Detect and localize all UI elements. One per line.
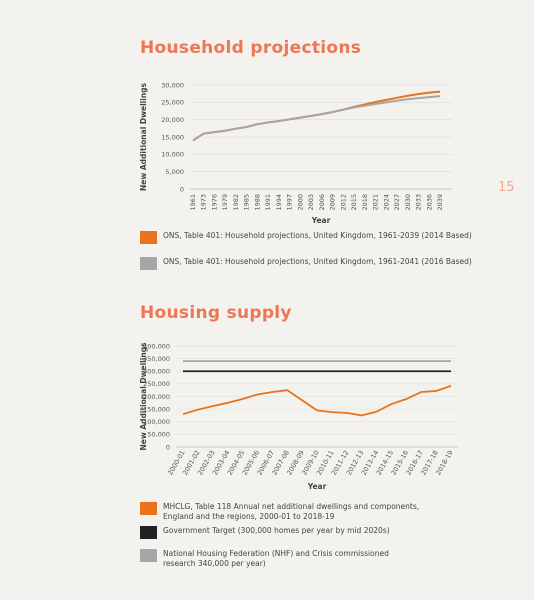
legend-swatch [140, 549, 157, 562]
legend-item: Government Target (300,000 homes per yea… [140, 526, 423, 539]
legend-swatch [140, 526, 157, 539]
x-tick-label: 2024 [382, 194, 390, 211]
x-tick-label: 2030 [404, 194, 412, 211]
legend-item: MHCLG, Table 118 Annual net additional d… [140, 502, 423, 522]
y-tick-label: 30,000 [161, 81, 184, 89]
x-tick-label: 1991 [264, 194, 272, 211]
section-title: Household projections [140, 38, 362, 58]
x-tick-label: 2021 [372, 194, 380, 211]
x-tick-label: 1982 [232, 194, 240, 211]
page-number: 15 [498, 180, 515, 195]
x-tick-label: 2003 [307, 194, 315, 211]
x-tick-label: 2006 [318, 194, 326, 211]
x-tick-label: 2015 [350, 194, 358, 211]
y-tick-label: 350,000 [143, 355, 170, 363]
x-tick-label: 1961 [189, 194, 197, 211]
legend-label: MHCLG, Table 118 Annual net additional d… [163, 502, 420, 522]
x-tick-label: 2018 [361, 194, 369, 211]
y-tick-label: 20,000 [161, 116, 184, 124]
x-tick-label: 2039 [436, 194, 444, 211]
y-axis-title: New Additional Dwellings [139, 342, 148, 451]
x-tick-label: 1973 [200, 194, 208, 211]
legend-label: ONS, Table 401: Household projections, U… [163, 231, 472, 240]
legend-item: ONS, Table 401: Household projections, U… [140, 257, 503, 270]
x-tick-label: 2033 [415, 194, 423, 211]
y-tick-label: 0 [180, 185, 184, 193]
x-tick-label: 1979 [221, 194, 229, 211]
y-tick-label: 400,000 [143, 342, 170, 350]
y-tick-label: 25,000 [161, 99, 184, 107]
legend-item: National Housing Federation (NHF) and Cr… [140, 549, 423, 569]
legend-label: Government Target (300,000 homes per yea… [163, 526, 390, 535]
legend-swatch [140, 502, 157, 515]
x-tick-label: 1985 [243, 194, 251, 211]
y-tick-label: 10,000 [161, 151, 184, 159]
series-line [182, 385, 452, 417]
x-tick-label: 1994 [275, 194, 283, 211]
y-tick-label: 5,000 [165, 168, 184, 176]
x-tick-label: 1997 [286, 194, 294, 211]
y-tick-label: 250,000 [143, 380, 170, 388]
x-tick-label: 2012 [339, 194, 347, 211]
y-tick-label: 150,000 [143, 405, 170, 413]
y-tick-label: 50,000 [147, 431, 170, 439]
y-tick-label: 300,000 [143, 368, 170, 376]
legend-swatch [140, 231, 157, 244]
x-tick-label: 2027 [393, 194, 401, 211]
y-tick-label: 100,000 [143, 418, 170, 426]
x-tick-label: 2009 [329, 194, 337, 211]
section-title: Housing supply [140, 303, 292, 323]
x-axis-title: Year [307, 482, 327, 491]
legend-label: ONS, Table 401: Household projections, U… [163, 257, 472, 266]
y-tick-label: 0 [166, 443, 170, 451]
x-tick-label: 1988 [253, 194, 261, 211]
x-tick-label: 1976 [210, 194, 218, 211]
x-axis-title: Year [311, 216, 331, 225]
y-tick-label: 200,000 [143, 393, 170, 401]
y-axis-title: New Additional Dwellings [139, 82, 148, 191]
x-tick-label: 2036 [425, 194, 433, 211]
legend-label: National Housing Federation (NHF) and Cr… [163, 549, 389, 569]
legend-item: ONS, Table 401: Household projections, U… [140, 231, 503, 244]
y-tick-label: 15,000 [161, 133, 184, 141]
x-tick-label: 2000 [296, 194, 304, 211]
series-line [192, 95, 441, 142]
legend-swatch [140, 257, 157, 270]
